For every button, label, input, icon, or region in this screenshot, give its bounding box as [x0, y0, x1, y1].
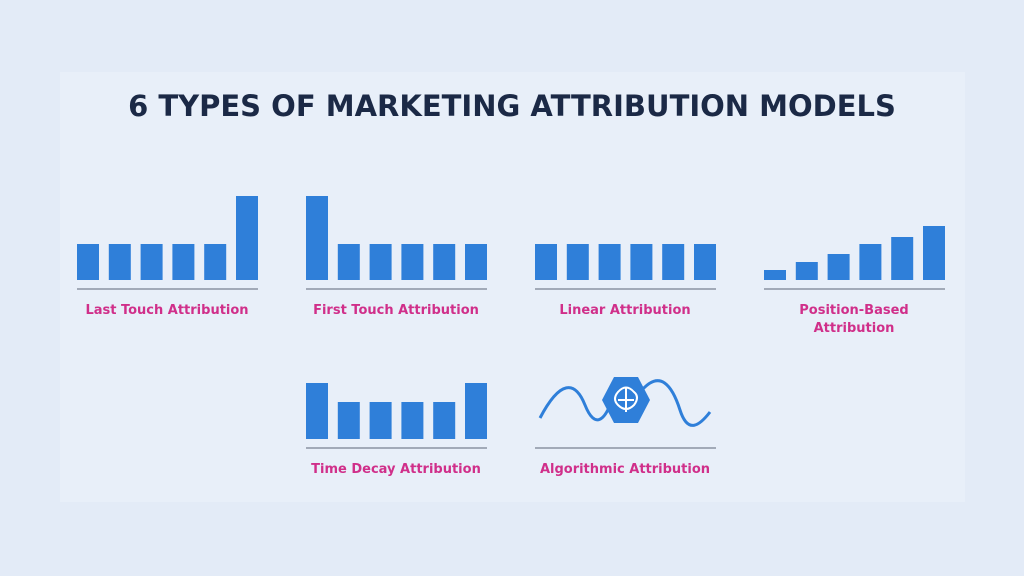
bar [923, 226, 945, 280]
bar [236, 196, 258, 280]
model-label: Time Decay Attribution [311, 462, 481, 477]
bar [306, 383, 328, 439]
bar [694, 244, 716, 280]
bar [535, 244, 557, 280]
bar [859, 244, 882, 280]
bar [465, 244, 487, 280]
wave [538, 379, 712, 427]
bar [204, 244, 227, 280]
bar [140, 244, 163, 280]
bar [433, 402, 456, 439]
model-label: First Touch Attribution [313, 303, 479, 318]
bar [827, 254, 850, 280]
bar [891, 237, 914, 280]
algorithm-icon [538, 377, 712, 427]
bar [401, 244, 424, 280]
panel [60, 72, 965, 502]
model-label: Position-Based [799, 303, 908, 318]
model-label: Last Touch Attribution [85, 303, 248, 318]
model-label: Attribution [814, 321, 895, 336]
bar [337, 402, 360, 439]
bar [598, 244, 621, 280]
bar [306, 196, 328, 280]
bar [108, 244, 131, 280]
bar [465, 383, 487, 439]
bar [401, 402, 424, 439]
bar [172, 244, 195, 280]
model-label: Algorithmic Attribution [540, 462, 710, 477]
bar [795, 262, 818, 280]
bar [764, 270, 786, 280]
model-label: Linear Attribution [559, 303, 690, 318]
bar [433, 244, 456, 280]
title: 6 TYPES OF MARKETING ATTRIBUTION MODELS [128, 89, 896, 123]
bar [337, 244, 360, 280]
bar [630, 244, 653, 280]
brain [614, 386, 638, 412]
bar [662, 244, 685, 280]
bar [77, 244, 99, 280]
bar [566, 244, 589, 280]
bar [369, 402, 392, 439]
bar [369, 244, 392, 280]
